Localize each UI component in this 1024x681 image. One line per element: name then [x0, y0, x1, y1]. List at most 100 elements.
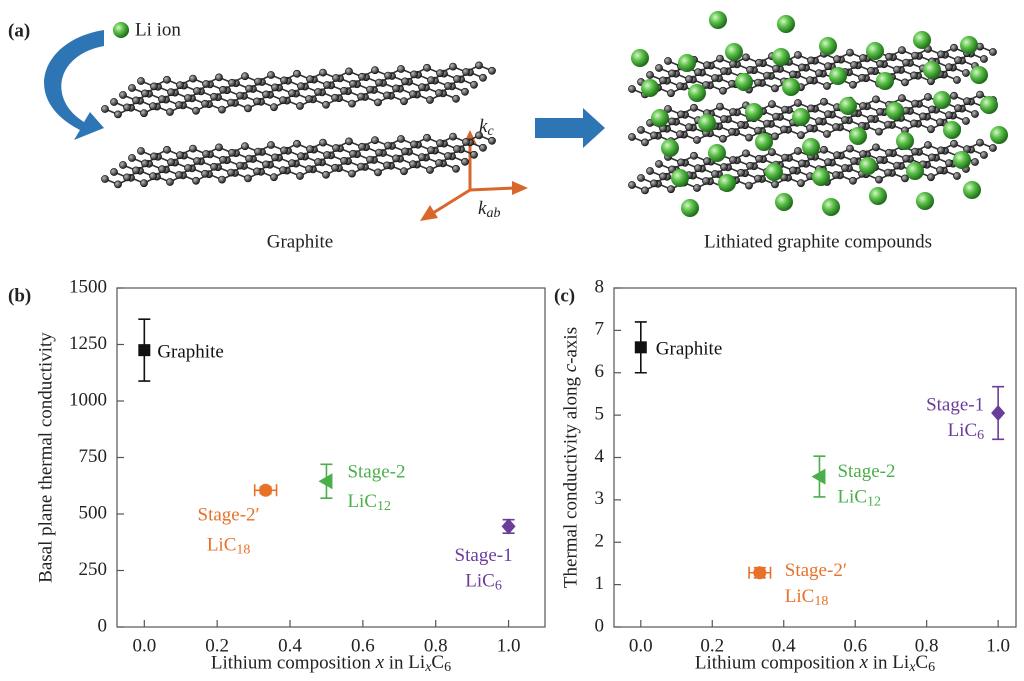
atom	[371, 137, 378, 144]
li-ion	[923, 61, 941, 79]
li-ion	[980, 96, 998, 114]
atom	[202, 80, 209, 87]
atom	[833, 152, 840, 159]
atom	[924, 141, 931, 148]
li-ion	[876, 72, 894, 90]
li-ion	[678, 54, 696, 72]
atom	[846, 145, 853, 152]
point-label: LiC6	[948, 420, 985, 443]
atom	[659, 77, 666, 84]
atom	[201, 170, 208, 177]
atom	[119, 161, 126, 168]
atom	[807, 57, 814, 64]
atom	[928, 154, 935, 161]
li-ion	[849, 127, 867, 145]
series: Stage-2LiC12	[318, 462, 405, 515]
li-ion	[963, 181, 981, 199]
atom	[279, 97, 286, 104]
marker	[502, 518, 516, 534]
atom	[462, 138, 469, 145]
atom	[401, 148, 408, 155]
atom	[323, 81, 330, 88]
atom	[937, 51, 944, 58]
atom	[719, 135, 726, 142]
atom	[677, 111, 684, 118]
atom	[149, 173, 156, 180]
atom	[253, 168, 260, 175]
atom	[189, 145, 196, 152]
atom	[140, 180, 147, 187]
atom	[824, 159, 831, 166]
atom	[797, 132, 804, 139]
atom	[971, 110, 978, 117]
atom	[371, 67, 378, 74]
atom	[693, 136, 700, 143]
atom	[637, 174, 644, 181]
atom	[928, 106, 935, 113]
atom	[798, 160, 805, 167]
caption: Lithiated graphite compounds	[704, 231, 932, 252]
point-label: Stage-2	[347, 462, 405, 483]
li-ion	[681, 199, 699, 217]
atom	[702, 177, 709, 184]
atom	[729, 156, 736, 163]
atom	[728, 128, 735, 135]
li-ion	[970, 66, 988, 84]
atom	[655, 160, 662, 167]
point-label: Graphite	[157, 342, 223, 363]
atom	[859, 102, 866, 109]
atom	[452, 95, 459, 102]
atom	[349, 80, 356, 87]
atom	[305, 165, 312, 172]
atom	[427, 147, 434, 154]
atom	[409, 161, 416, 168]
atom	[331, 94, 338, 101]
point-label: Stage-2′	[785, 560, 847, 581]
atom	[676, 131, 683, 138]
atom	[322, 101, 329, 108]
atom	[449, 63, 456, 70]
atom	[384, 72, 391, 79]
atom	[720, 67, 727, 74]
y-tick-label: 1000	[69, 389, 107, 410]
atom	[254, 148, 261, 155]
atom	[175, 171, 182, 178]
atom	[374, 169, 381, 176]
atom	[690, 152, 697, 159]
atom	[737, 169, 744, 176]
li-ion	[819, 37, 837, 55]
atom	[911, 100, 918, 107]
atom	[384, 142, 391, 149]
atom	[101, 105, 108, 112]
atom	[137, 77, 144, 84]
atom	[910, 120, 917, 127]
li-ion	[641, 79, 659, 97]
page: {"schematic": {"panel_label": "(a)", "le…	[0, 0, 1024, 681]
atom	[902, 155, 909, 162]
atom	[720, 115, 727, 122]
atom	[132, 167, 139, 174]
atom	[976, 139, 983, 146]
atom	[397, 65, 404, 72]
atom	[729, 108, 736, 115]
y-tick-label: 750	[79, 446, 108, 467]
atom	[176, 82, 183, 89]
atom	[475, 132, 482, 139]
atom	[927, 126, 934, 133]
y-tick-label: 8	[595, 276, 605, 297]
atom	[771, 85, 778, 92]
atom	[763, 72, 770, 79]
atom	[850, 61, 857, 68]
atom	[461, 88, 468, 95]
atom	[980, 151, 987, 158]
li-ion	[896, 132, 914, 150]
marker	[811, 469, 825, 485]
li-ion	[671, 169, 689, 187]
atom	[288, 90, 295, 97]
atom	[677, 159, 684, 166]
atom	[780, 126, 787, 133]
atom	[176, 152, 183, 159]
atom	[746, 162, 753, 169]
atom	[950, 140, 957, 147]
